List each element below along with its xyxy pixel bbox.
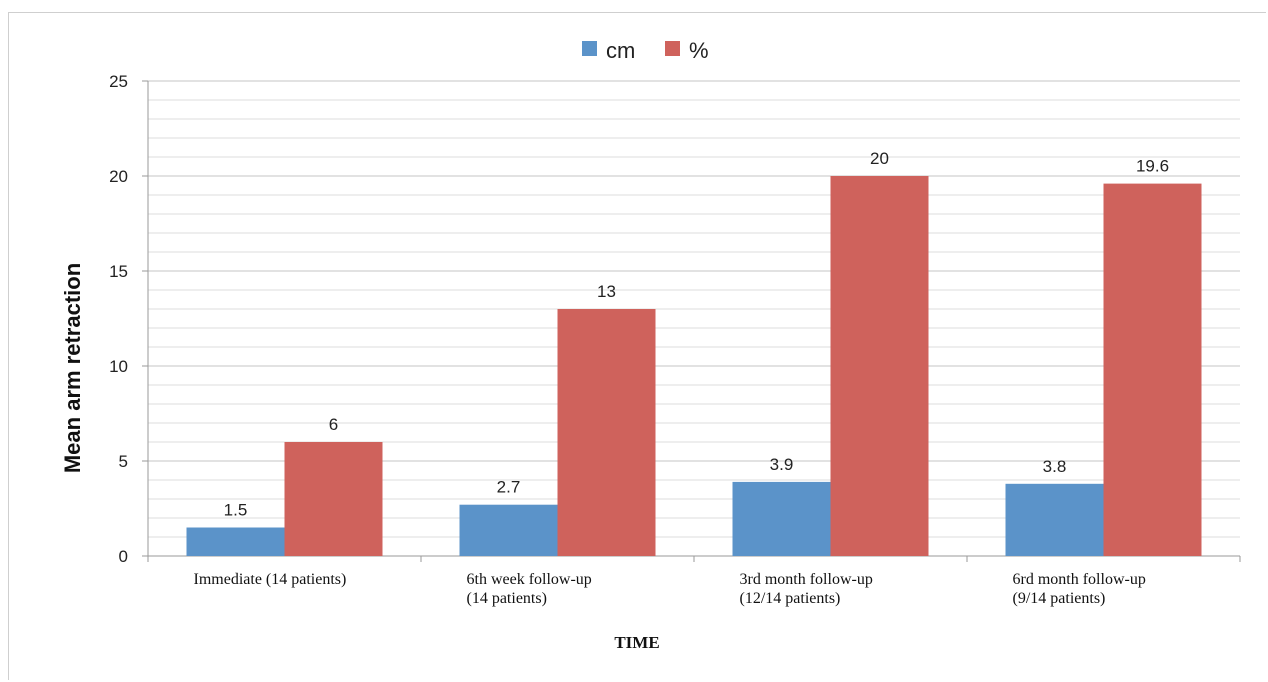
y-tick-label: 15 — [109, 262, 128, 281]
legend-label: cm — [606, 38, 635, 63]
y-axis-title: Mean arm retraction — [60, 263, 85, 473]
data-label: 6 — [329, 415, 338, 434]
category-label: 6th week follow-up (14 patients) — [467, 571, 592, 607]
legend: cm% — [582, 38, 709, 63]
data-label: 3.8 — [1043, 457, 1067, 476]
y-tick-label: 10 — [109, 357, 128, 376]
data-label: 2.7 — [497, 478, 521, 497]
bar-cm — [1005, 483, 1104, 556]
data-labels: 1.5 6 2.7 13 3.9 20 3.8 19.6 — [224, 149, 1169, 520]
bar-percent — [557, 309, 656, 556]
bar-percent — [284, 442, 383, 556]
category-label: 6rd month follow-up (9/14 patients) — [1013, 571, 1146, 607]
legend-swatch — [665, 41, 680, 56]
x-axis-title: TIME — [614, 633, 659, 652]
y-tick-label: 20 — [109, 167, 128, 186]
bar-percent — [830, 176, 929, 556]
y-tick-label: 25 — [109, 72, 128, 91]
bar-cm — [732, 481, 831, 556]
bars — [186, 176, 1202, 556]
bar-cm — [186, 527, 285, 556]
data-label: 3.9 — [770, 455, 794, 474]
data-label: 20 — [870, 149, 889, 168]
category-label: Immediate (14 patients) — [194, 571, 347, 588]
legend-swatch — [582, 41, 597, 56]
data-label: 13 — [597, 282, 616, 301]
grid-lines — [148, 80, 1240, 557]
bar-percent — [1103, 183, 1202, 556]
data-label: 19.6 — [1136, 157, 1169, 176]
y-tick-label: 5 — [119, 452, 128, 471]
chart-frame — [8, 12, 1266, 680]
legend-label: % — [689, 38, 709, 63]
category-label: 3rd month follow-up (12/14 patients) — [740, 571, 873, 607]
bar-cm — [459, 504, 558, 556]
x-category-labels: Immediate (14 patients) 6th week follow-u… — [194, 571, 1146, 607]
data-label: 1.5 — [224, 501, 248, 520]
y-tick-label: 0 — [119, 547, 128, 566]
y-tick-labels: 0 5 10 15 20 25 — [109, 72, 128, 566]
